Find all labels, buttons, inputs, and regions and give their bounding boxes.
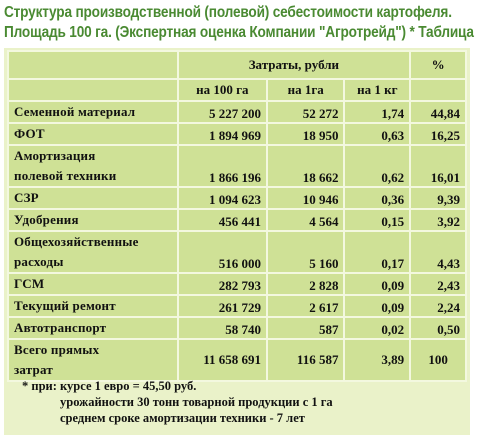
header-empty-cell bbox=[409, 78, 467, 102]
row-label: Автотранспорт bbox=[7, 316, 179, 340]
header-percent: % bbox=[409, 50, 467, 80]
cell-per-1kg: 0,15 bbox=[343, 208, 412, 232]
cell-per-1kg: 0,36 bbox=[343, 186, 412, 210]
cell-per-100ha: 282 793 bbox=[176, 272, 268, 296]
row-label: Удобрения bbox=[7, 208, 179, 232]
cell-percent: 2,24 bbox=[409, 294, 467, 318]
total-per-100ha: 11 658 691 bbox=[176, 338, 268, 382]
total-label-line-2: затрат bbox=[14, 362, 53, 377]
cell-per-1kg: 0,09 bbox=[343, 294, 412, 318]
cell-percent: 0,50 bbox=[409, 316, 467, 340]
total-row: Всего прямых затрат 11 658 691 116 587 3… bbox=[7, 338, 467, 382]
cell-per-100ha: 261 729 bbox=[176, 294, 268, 318]
cell-per-1kg: 0,09 bbox=[343, 272, 412, 296]
cell-per-100ha: 58 740 bbox=[176, 316, 268, 340]
row-label: СЗР bbox=[7, 186, 179, 210]
cell-per-100ha: 1 866 196 bbox=[176, 144, 268, 188]
cell-per-1kg: 0,63 bbox=[343, 122, 412, 146]
row-label: ФОТ bbox=[7, 122, 179, 146]
footnotes: * при: курсе 1 евро = 45,50 руб. урожайн… bbox=[22, 378, 333, 426]
cell-per-1kg: 0,62 bbox=[343, 144, 412, 188]
cell-percent: 16,25 bbox=[409, 122, 467, 146]
table-row: ФОТ 1 894 969 18 950 0,63 16,25 bbox=[7, 122, 467, 146]
table-row: Амортизация полевой техники 1 866 196 18… bbox=[7, 144, 467, 188]
footnote-line-1: * при: курсе 1 евро = 45,50 руб. bbox=[22, 379, 197, 393]
cell-per-1kg: 1,74 bbox=[343, 100, 412, 124]
header-row-top: Затраты, рубли % bbox=[7, 50, 467, 80]
table-row: Текущий ремонт 261 729 2 617 0,09 2,24 bbox=[7, 294, 467, 318]
cell-per-1kg: 0,17 bbox=[343, 230, 412, 274]
title-line-1: Структура производственной (полевой) себ… bbox=[4, 4, 452, 21]
row-label-line-2: полевой техники bbox=[14, 168, 117, 183]
header-row-sub: на 100 га на 1га на 1 кг bbox=[7, 78, 467, 102]
row-label: Амортизация полевой техники bbox=[7, 144, 179, 188]
cell-per-1kg: 0,02 bbox=[343, 316, 412, 340]
table-row: Удобрения 456 441 4 564 0,15 3,92 bbox=[7, 208, 467, 232]
cell-percent: 16,01 bbox=[409, 144, 467, 188]
cell-per-100ha: 1 094 623 bbox=[176, 186, 268, 210]
table-row: Общехозяйственные расходы 516 000 5 160 … bbox=[7, 230, 467, 274]
table-row: ГСМ 282 793 2 828 0,09 2,43 bbox=[7, 272, 467, 296]
cell-percent: 3,92 bbox=[409, 208, 467, 232]
header-costs: Затраты, рубли bbox=[176, 50, 412, 80]
total-label-line-1: Всего прямых bbox=[14, 342, 100, 357]
total-percent: 100 bbox=[409, 338, 467, 382]
row-label-line-1: Общехозяйственные bbox=[14, 234, 139, 249]
cell-percent: 44,84 bbox=[409, 100, 467, 124]
row-label: Текущий ремонт bbox=[7, 294, 179, 318]
row-label-line-2: расходы bbox=[14, 254, 64, 269]
cell-per-100ha: 456 441 bbox=[176, 208, 268, 232]
cell-per-1ha: 587 bbox=[265, 316, 346, 340]
cell-per-1ha: 2 828 bbox=[265, 272, 346, 296]
row-label-line-1: Амортизация bbox=[14, 148, 96, 163]
total-per-1kg: 3,89 bbox=[343, 338, 412, 382]
table-panel: Затраты, рубли % на 100 га на 1га на 1 к… bbox=[4, 48, 470, 435]
total-label: Всего прямых затрат bbox=[7, 338, 179, 382]
table-row: Автотранспорт 58 740 587 0,02 0,50 bbox=[7, 316, 467, 340]
cost-structure-table: Затраты, рубли % на 100 га на 1га на 1 к… bbox=[7, 50, 467, 382]
footnote-line-2: урожайности 30 тонн товарной продукции с… bbox=[60, 395, 333, 409]
cell-per-100ha: 5 227 200 bbox=[176, 100, 268, 124]
cell-per-100ha: 516 000 bbox=[176, 230, 268, 274]
cell-per-1ha: 18 662 bbox=[265, 144, 346, 188]
header-per-100ha: на 100 га bbox=[176, 78, 268, 102]
cell-per-1ha: 52 272 bbox=[265, 100, 346, 124]
total-per-1ha: 116 587 bbox=[265, 338, 346, 382]
row-label: ГСМ bbox=[7, 272, 179, 296]
table-row: СЗР 1 094 623 10 946 0,36 9,39 bbox=[7, 186, 467, 210]
header-empty-cell bbox=[7, 50, 179, 80]
header-per-1ha: на 1га bbox=[265, 78, 346, 102]
cell-percent: 9,39 bbox=[409, 186, 467, 210]
cell-per-100ha: 1 894 969 bbox=[176, 122, 268, 146]
header-empty-cell bbox=[7, 78, 179, 102]
cell-per-1ha: 10 946 bbox=[265, 186, 346, 210]
title-line-2: Площадь 100 га. (Экспертная оценка Компа… bbox=[4, 24, 477, 41]
cell-percent: 4,43 bbox=[409, 230, 467, 274]
row-label: Общехозяйственные расходы bbox=[7, 230, 179, 274]
cell-per-1ha: 5 160 bbox=[265, 230, 346, 274]
cell-percent: 2,43 bbox=[409, 272, 467, 296]
table-title: Структура производственной (полевой) себ… bbox=[4, 3, 477, 43]
cell-per-1ha: 2 617 bbox=[265, 294, 346, 318]
footnote-line-3: среднем сроке амортизации техники - 7 ле… bbox=[60, 411, 305, 425]
cell-per-1ha: 4 564 bbox=[265, 208, 346, 232]
header-per-1kg: на 1 кг bbox=[343, 78, 412, 102]
table-row: Семенной материал 5 227 200 52 272 1,74 … bbox=[7, 100, 467, 124]
cell-per-1ha: 18 950 bbox=[265, 122, 346, 146]
row-label: Семенной материал bbox=[7, 100, 179, 124]
